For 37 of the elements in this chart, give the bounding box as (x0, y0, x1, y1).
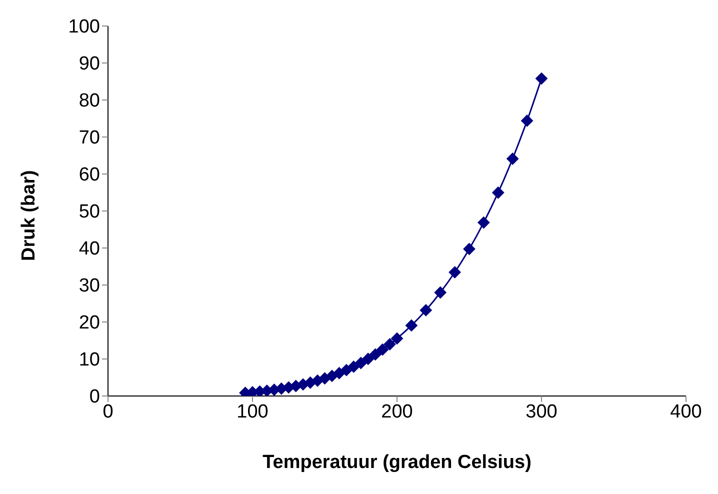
point (384, 338, 396, 350)
point (354, 356, 367, 369)
y-tick-label: 40 (78, 238, 100, 260)
point (405, 319, 418, 332)
point (506, 152, 519, 165)
point (448, 266, 461, 278)
point (340, 364, 352, 376)
y-tick-label: 0 (89, 386, 100, 408)
point (362, 352, 374, 365)
y-tick-label: 20 (78, 312, 100, 334)
point (478, 216, 490, 229)
y-tick-label: 50 (78, 202, 100, 223)
point (420, 304, 432, 316)
x-tick-label: 400 (670, 401, 702, 422)
x-tick-label: 100 (236, 401, 268, 422)
y-tick-label: 60 (78, 164, 100, 186)
point (492, 186, 504, 199)
point (521, 114, 534, 127)
point (348, 360, 360, 373)
y-axis-title: Druk (bar) (18, 170, 40, 261)
point (391, 332, 403, 344)
point (376, 344, 389, 356)
x-axis-title: Temperatuur (graden Celsius) (262, 452, 532, 473)
point (369, 348, 382, 360)
y-tick-label: 30 (78, 276, 100, 297)
point (434, 286, 446, 299)
point (463, 243, 476, 255)
y-tick-label: 100 (68, 16, 100, 38)
y-tick-label: 80 (78, 90, 100, 112)
y-tick-label: 70 (78, 128, 100, 149)
y-tick-label: 10 (78, 350, 100, 371)
x-tick-label: 200 (381, 401, 413, 422)
point (333, 367, 346, 380)
y-tick-label: 90 (78, 54, 100, 75)
x-tick-label: 0 (102, 401, 114, 422)
point (536, 72, 548, 85)
x-tick-label: 300 (526, 401, 558, 422)
